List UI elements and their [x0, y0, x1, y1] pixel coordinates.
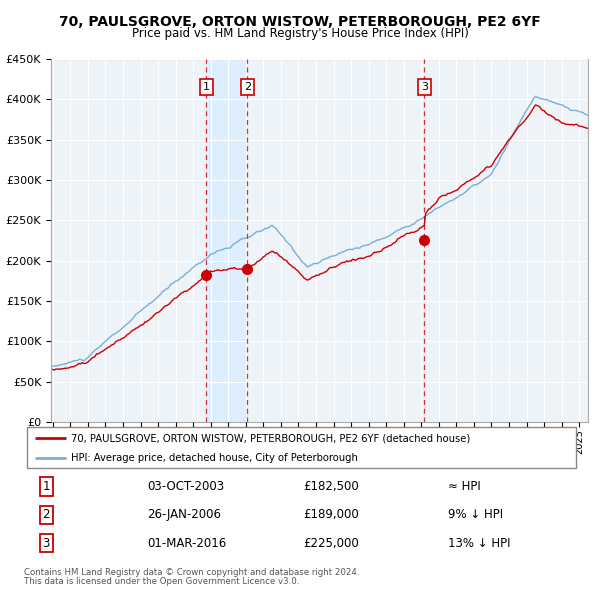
Text: Contains HM Land Registry data © Crown copyright and database right 2024.: Contains HM Land Registry data © Crown c… — [24, 568, 359, 576]
FancyBboxPatch shape — [27, 427, 577, 468]
Text: 03-OCT-2003: 03-OCT-2003 — [147, 480, 224, 493]
Text: 13% ↓ HPI: 13% ↓ HPI — [448, 536, 511, 549]
Text: £189,000: £189,000 — [303, 508, 359, 522]
Text: 1: 1 — [43, 480, 50, 493]
Text: 2: 2 — [244, 82, 251, 92]
Text: This data is licensed under the Open Government Licence v3.0.: This data is licensed under the Open Gov… — [24, 577, 299, 586]
Bar — [206, 59, 247, 422]
Text: 3: 3 — [43, 536, 50, 549]
Text: 01-MAR-2016: 01-MAR-2016 — [147, 536, 226, 549]
Text: 70, PAULSGROVE, ORTON WISTOW, PETERBOROUGH, PE2 6YF: 70, PAULSGROVE, ORTON WISTOW, PETERBOROU… — [59, 15, 541, 29]
Text: 26-JAN-2006: 26-JAN-2006 — [147, 508, 221, 522]
Text: 1: 1 — [203, 82, 210, 92]
Text: 70, PAULSGROVE, ORTON WISTOW, PETERBOROUGH, PE2 6YF (detached house): 70, PAULSGROVE, ORTON WISTOW, PETERBOROU… — [71, 433, 470, 443]
Text: £225,000: £225,000 — [303, 536, 359, 549]
Text: 9% ↓ HPI: 9% ↓ HPI — [448, 508, 503, 522]
Text: HPI: Average price, detached house, City of Peterborough: HPI: Average price, detached house, City… — [71, 453, 358, 463]
Text: 3: 3 — [421, 82, 428, 92]
Text: Price paid vs. HM Land Registry's House Price Index (HPI): Price paid vs. HM Land Registry's House … — [131, 27, 469, 40]
Text: £182,500: £182,500 — [303, 480, 359, 493]
Text: ≈ HPI: ≈ HPI — [448, 480, 481, 493]
Text: 2: 2 — [43, 508, 50, 522]
